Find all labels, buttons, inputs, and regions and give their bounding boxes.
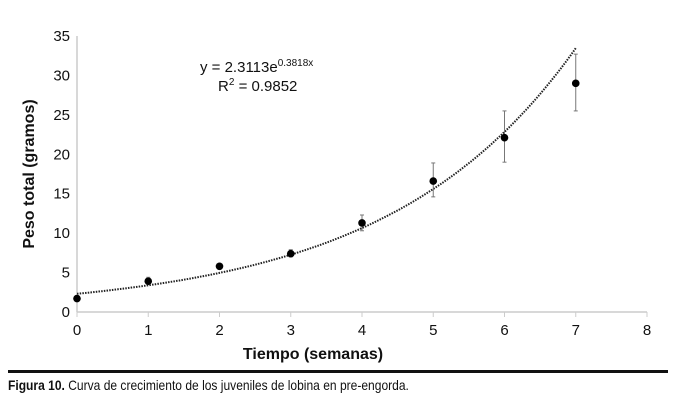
x-tick-label: 6 [500, 322, 508, 339]
x-tick-label: 7 [572, 322, 580, 339]
x-tick-label: 3 [287, 322, 295, 339]
data-point [571, 79, 580, 88]
y-tick-label: 25 [53, 107, 70, 124]
y-tick-label: 10 [53, 225, 70, 242]
equation: y = 2.3113e0.3818x [200, 58, 313, 76]
caption-label: Figura 10. [8, 377, 65, 393]
y-tick-label: 5 [62, 265, 70, 282]
y-tick-label: 15 [53, 186, 70, 203]
caption-rule [8, 370, 668, 373]
data-point [73, 294, 81, 303]
trendline [76, 47, 577, 295]
r-squared: R2 = 0.9852 [218, 77, 297, 95]
figure-caption: Figura 10. Curva de crecimiento de los j… [8, 377, 409, 393]
y-tick-label: 20 [53, 146, 70, 163]
x-tick-label: 2 [215, 322, 223, 339]
y-tick-label: 30 [53, 67, 70, 84]
y-tick-label: 35 [53, 28, 70, 45]
data-point [286, 249, 295, 258]
data-point [144, 277, 153, 286]
x-tick-label: 5 [429, 322, 437, 339]
x-axis-label: Tiempo (semanas) [243, 346, 383, 363]
x-tick-label: 8 [643, 322, 651, 339]
data-point [429, 177, 438, 185]
y-tick-label: 0 [62, 304, 70, 321]
y-axis-label: Peso total (gramos) [21, 99, 38, 248]
data-point [215, 262, 224, 271]
data-point [500, 133, 509, 142]
x-tick-label: 4 [358, 322, 366, 339]
caption-text: Curva de crecimiento de los juveniles de… [64, 377, 409, 393]
data-point [358, 219, 366, 227]
x-tick-label: 0 [73, 322, 81, 339]
x-tick-label: 1 [144, 322, 152, 339]
